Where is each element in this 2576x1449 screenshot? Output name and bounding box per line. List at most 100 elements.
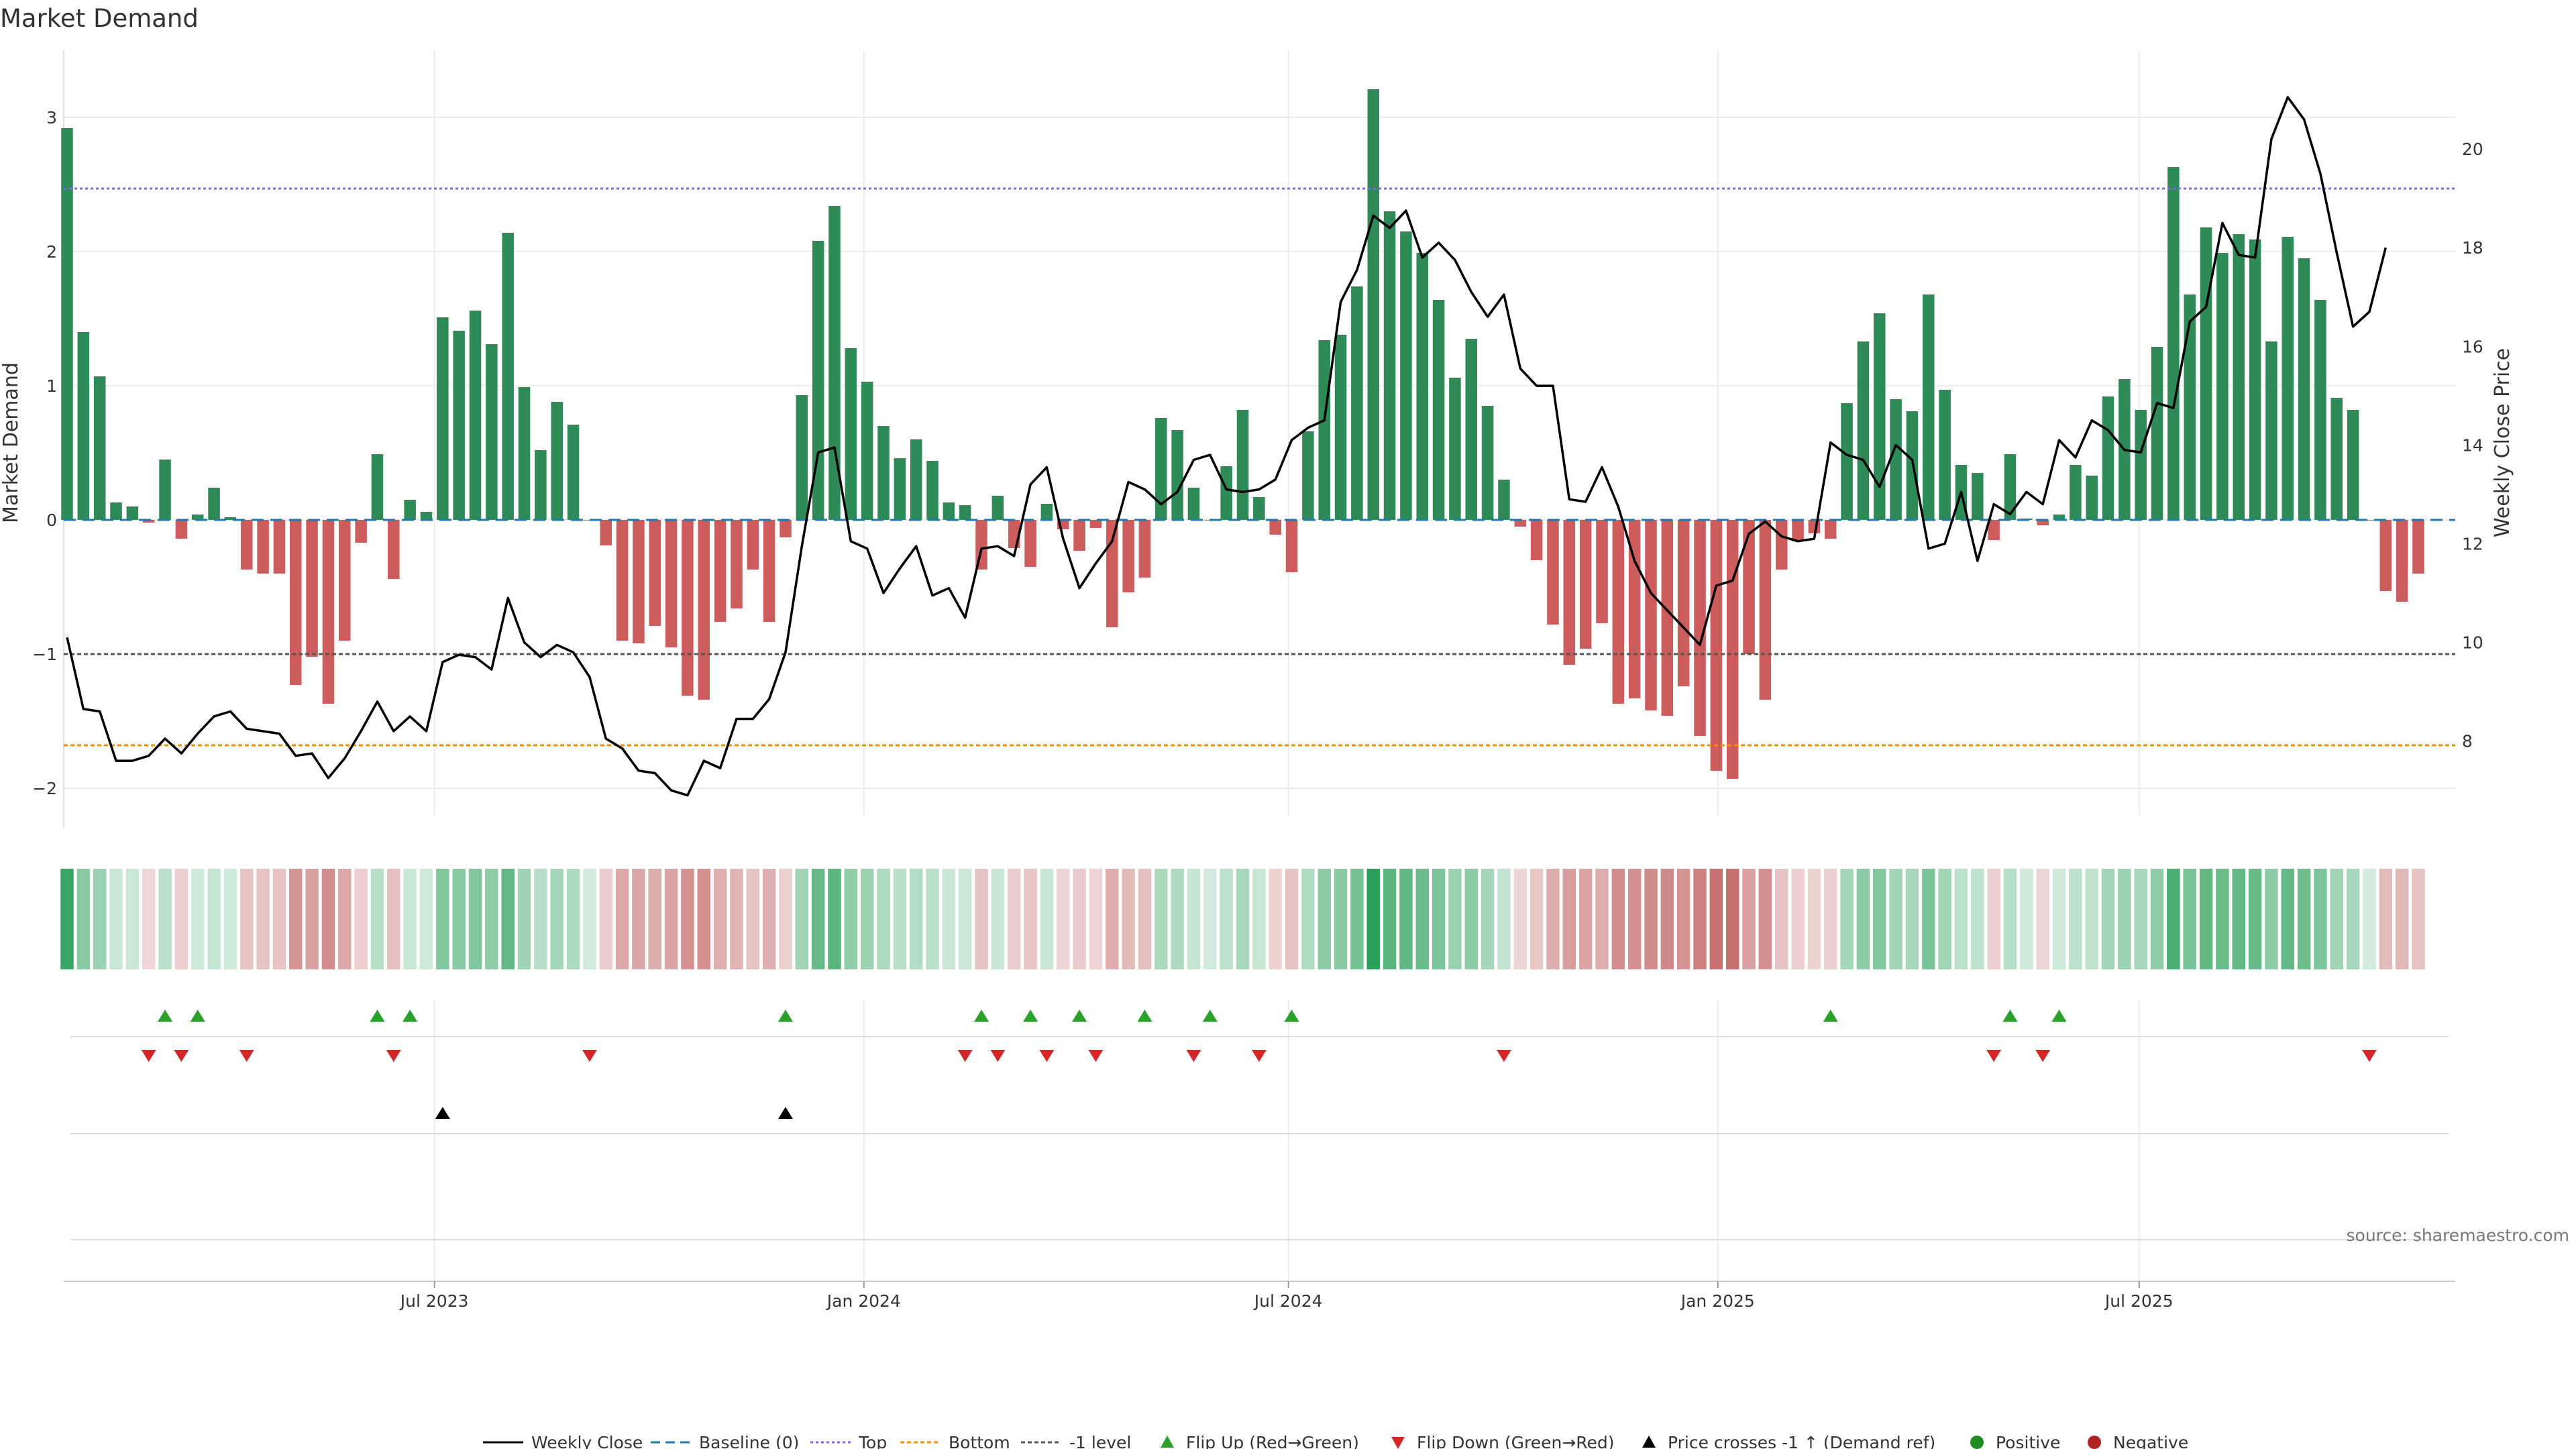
strip-cell: [109, 869, 123, 969]
demand-bar: [322, 520, 335, 704]
demand-bar: [1563, 520, 1576, 665]
strip-cell: [2232, 869, 2245, 969]
demand-bar: [2004, 454, 2017, 520]
demand-bar: [2135, 410, 2147, 520]
strip-cell: [1220, 869, 1233, 969]
demand-bar: [518, 387, 531, 520]
strip-cell: [534, 869, 547, 969]
strip-cell: [811, 869, 825, 969]
demand-bar: [1383, 211, 1396, 520]
demand-bar: [371, 454, 384, 520]
strip-cell: [1889, 869, 1902, 969]
strip-cell: [419, 869, 433, 969]
strip-cell: [2281, 869, 2295, 969]
strip-cell: [697, 869, 711, 969]
demand-bar: [1498, 480, 1510, 520]
demand-bar: [224, 517, 237, 520]
demand-bar: [1236, 410, 1249, 520]
flip-up-marker: [2002, 1010, 2018, 1022]
demand-bar: [2037, 520, 2049, 525]
flip-up-marker: [1202, 1010, 1218, 1022]
strip-cell: [926, 869, 939, 969]
strip-cell: [2183, 869, 2196, 969]
strip-cell: [1366, 869, 1380, 969]
demand-bar: [191, 515, 204, 520]
demand-bar: [1449, 378, 1461, 520]
source-note: source: sharemaestro.com: [2347, 1226, 2570, 1245]
demand-bar: [1122, 520, 1134, 592]
demand-bar: [1841, 403, 1853, 520]
demand-bar: [616, 520, 629, 641]
flip-up-marker: [190, 1010, 205, 1022]
strip-cell: [93, 869, 107, 969]
strip-cell: [1856, 869, 1870, 969]
strip-cell: [223, 869, 237, 969]
strip-cell: [2036, 869, 2049, 969]
demand-bar: [714, 520, 727, 622]
grid-lines: [63, 50, 2455, 1281]
strip-cell: [1040, 869, 1054, 969]
demand-bar: [77, 332, 90, 520]
x-axis-ticks: Jul 2023 Jan 2024 Jul 2024 Jan 2025 Jul 2025: [64, 1281, 2455, 1311]
price-series: [66, 96, 2387, 797]
legend-swatch: [1970, 1436, 1984, 1449]
strip-cell: [975, 869, 988, 969]
demand-bar: [404, 500, 416, 520]
demand-bar: [1792, 520, 1804, 541]
demand-bar: [1367, 89, 1379, 520]
flip-up-marker: [158, 1010, 173, 1022]
strip-cell: [1807, 869, 1821, 969]
demand-bar: [2216, 253, 2229, 520]
demand-bar: [567, 425, 580, 520]
flip-down-marker: [1251, 1050, 1267, 1062]
demand-bar: [861, 382, 873, 520]
demand-bar: [1579, 520, 1592, 649]
flip-up-marker: [1137, 1010, 1152, 1022]
demand-bar: [306, 520, 318, 657]
strip-cell: [1987, 869, 2000, 969]
demand-bar: [682, 520, 694, 696]
price-cross-marker: [435, 1107, 450, 1119]
demand-bar: [1972, 473, 1984, 520]
legend-swatch: [1642, 1436, 1656, 1448]
demand-bar: [926, 461, 938, 520]
left-axis-ticks: 3 2 1 0 −1 −2: [32, 108, 57, 798]
demand-bar: [2086, 476, 2098, 520]
strip-cell: [1057, 869, 1070, 969]
demand-bar: [2412, 520, 2424, 574]
strip-cell: [648, 869, 661, 969]
flip-up-marker: [1284, 1010, 1299, 1022]
strip-cell: [1709, 869, 1723, 969]
strip-cell: [191, 869, 205, 969]
demand-bar: [1253, 497, 1265, 520]
demand-bar: [877, 426, 890, 520]
strip-cell: [1971, 869, 1984, 969]
strip-cell: [501, 869, 515, 969]
strip-cell: [158, 869, 172, 969]
strip-cell: [1399, 869, 1413, 969]
flip-down-marker: [1186, 1050, 1201, 1062]
demand-bar: [1710, 520, 1723, 771]
demand-bar: [208, 488, 220, 520]
strip-cell: [1546, 869, 1560, 969]
demand-bar: [1596, 520, 1608, 623]
strip-cell: [1252, 869, 1266, 969]
strip-cell: [1106, 869, 1119, 969]
demand-bar: [502, 233, 514, 520]
flip-down-marker: [1496, 1050, 1511, 1062]
demand-bar: [584, 520, 596, 521]
flip-down-marker: [386, 1050, 401, 1062]
strip-cell: [1008, 869, 1021, 969]
demand-bar: [1171, 430, 1183, 520]
demand-bar: [910, 439, 922, 520]
strip-cell: [1269, 869, 1282, 969]
legend-swatch: [1161, 1436, 1174, 1448]
legend-label: Price crosses -1 ↑ (Demand ref): [1668, 1433, 1935, 1449]
strip-cell: [272, 869, 286, 969]
demand-bar: [420, 512, 433, 520]
x-tick-label: Jul 2025: [2104, 1291, 2174, 1311]
strip-cell: [76, 869, 91, 969]
flip-down-marker: [2361, 1050, 2377, 1062]
strip-cell: [1432, 869, 1446, 969]
demand-bar: [1874, 313, 1886, 520]
